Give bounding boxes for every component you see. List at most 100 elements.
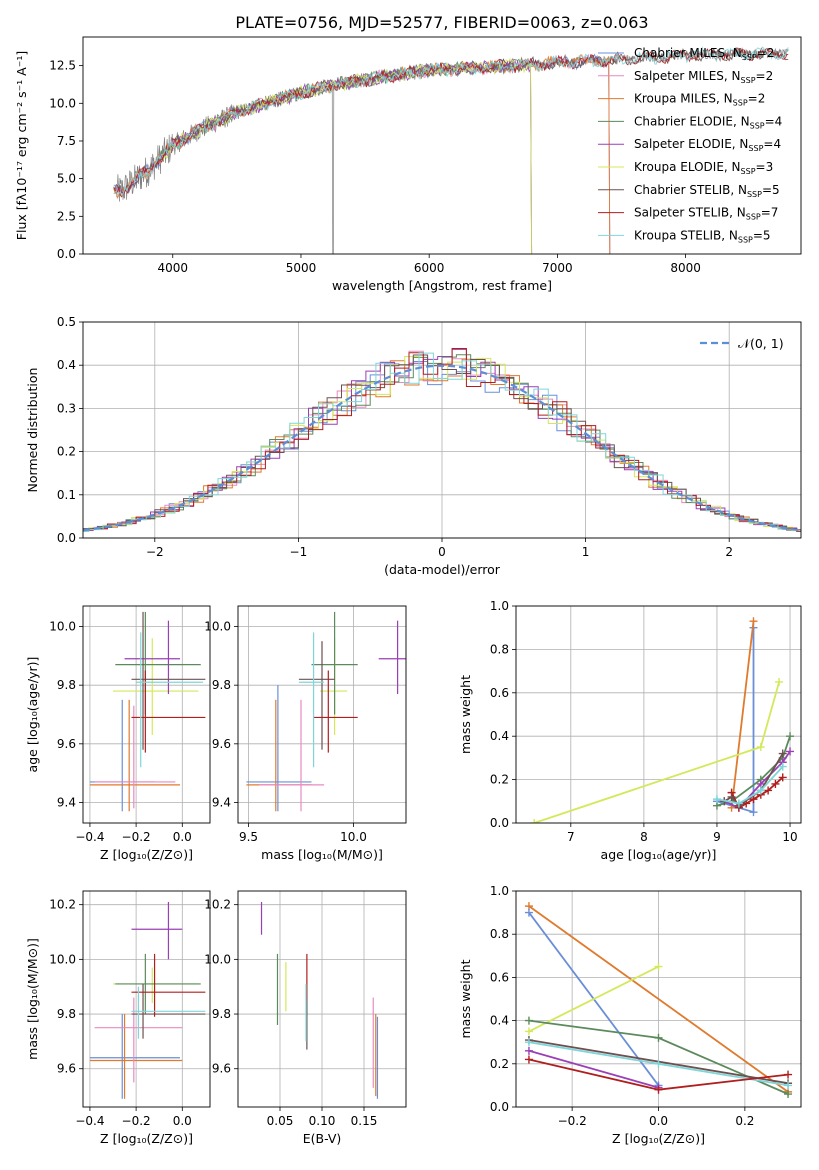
weight-marker [524, 908, 533, 917]
weight-vs-age-frame [515, 605, 802, 824]
residuals-panel: −2 −1 0 1 2 0.0 0.1 0.2 0.3 0.4 0.5 𝒩(0, 1) (data-mo… [25, 315, 802, 577]
y-tick-label: 0.0 [57, 531, 76, 545]
y-tick-label: 0.1 [57, 488, 76, 502]
y-tick-label: 0.4 [490, 729, 509, 743]
weight-marker [654, 1085, 663, 1094]
weight-marker [654, 1059, 663, 1068]
hist-salpeter-miles [83, 350, 801, 532]
y-axis-label: mass [log₁₀(M/M⊙)] [25, 938, 40, 1060]
residuals-frame [82, 321, 802, 539]
age-vs-mass-plot-area [246, 611, 406, 812]
weight-vs-age-plot-area [530, 617, 795, 823]
y-axis-label: age [log₁₀(age/yr)] [25, 657, 40, 773]
y-tick-label: 9.4 [57, 795, 76, 809]
model-line-chabrier-elodie [159, 57, 533, 254]
spectrum-plot-area [113, 46, 789, 254]
y-axis-label: mass weight [458, 959, 473, 1038]
x-tick-label: 1 [582, 545, 590, 559]
hist-salpeter-stelib [83, 348, 801, 532]
weight-marker [786, 732, 795, 741]
mass-vs-Z-panel: −0.4 −0.2 0.0 9.6 9.8 10.0 10.2 Z [log₁₀(Z/Z⊙)]… [25, 890, 211, 1146]
age-vs-Z-plot-area [89, 611, 206, 812]
x-tick-label: 10.0 [340, 830, 367, 844]
y-tick-label: 12.5 [49, 59, 76, 73]
weight-line [528, 965, 659, 1033]
weight-marker [778, 762, 787, 771]
y-tick-label: 9.6 [57, 1062, 76, 1076]
weight-marker [784, 1081, 793, 1090]
point-kroupa-elodie [113, 638, 199, 736]
x-tick-label: 0.0 [649, 1114, 668, 1128]
x-axis-label: Z [log₁₀(Z/Z⊙)] [612, 1131, 705, 1146]
y-tick-label: 7.5 [57, 134, 76, 148]
y-tick-label: 9.6 [212, 737, 231, 751]
weight-marker [524, 1038, 533, 1047]
x-tick-label: −0.4 [75, 830, 104, 844]
age-vs-mass-panel: 9.5 10.0 9.4 9.6 9.8 10.0 mass [log₁₀(M/M⊙)] [204, 605, 407, 862]
model-line-kroupa-elodie [159, 57, 533, 254]
point-salpeter-elodie [131, 901, 183, 960]
model-line-kroupa-miles [113, 54, 611, 254]
point-chabrier-miles [246, 685, 312, 812]
y-tick-label: 9.8 [212, 1007, 231, 1021]
weight-line [528, 905, 789, 1093]
x-axis-label: Z [log₁₀(Z/Z⊙)] [100, 1131, 193, 1146]
point-chabrier-elodie [115, 611, 201, 715]
weight-marker [712, 795, 721, 804]
y-tick-label: 0.2 [57, 445, 76, 459]
y-tick-label: 9.6 [57, 737, 76, 751]
mass-vs-Z-frame [82, 890, 211, 1108]
y-tick-label: 0.3 [57, 401, 76, 415]
x-tick-label: 0.10 [309, 1114, 336, 1128]
y-tick-label: 0.0 [57, 247, 76, 261]
y-tick-label: 0.0 [490, 816, 509, 830]
point-chabrier-stelib [131, 611, 206, 750]
y-tick-label: 9.4 [212, 795, 231, 809]
y-tick-label: 0.8 [490, 642, 509, 656]
weight-series-kroupa-elodie [530, 677, 784, 823]
legend-entry: Salpeter ELODIE, NSSP=4 [634, 137, 781, 153]
y-tick-label: 9.8 [57, 678, 76, 692]
mass-vs-Z-plot-area [89, 901, 206, 1099]
weight-series-salpeter-stelib [524, 1055, 793, 1094]
x-tick-label: 2 [725, 545, 733, 559]
weight-marker [524, 1046, 533, 1055]
point-chabrier-elodie [311, 611, 358, 715]
x-tick-label: −0.2 [558, 1114, 587, 1128]
weight-marker [778, 773, 787, 782]
legend-entry: Salpeter STELIB, NSSP=7 [634, 206, 778, 222]
y-tick-label: 0.4 [57, 358, 76, 372]
y-tick-label: 9.8 [212, 678, 231, 692]
mass-vs-EBV-frame [237, 890, 407, 1108]
x-tick-label: 9 [713, 830, 721, 844]
weight-vs-Z-plot-area [524, 902, 793, 1099]
y-tick-label: 9.8 [57, 1007, 76, 1021]
y-tick-label: 2.5 [57, 209, 76, 223]
y-tick-label: 9.6 [212, 1062, 231, 1076]
y-tick-label: 10.2 [204, 898, 231, 912]
model-line-salpeter-miles [113, 54, 611, 254]
weight-marker [524, 1055, 533, 1064]
point-salpeter-miles [94, 705, 176, 809]
x-tick-label: 4000 [157, 261, 188, 275]
weight-marker [727, 792, 736, 801]
x-tick-label: 6000 [414, 261, 445, 275]
point-kroupa-miles [246, 699, 312, 812]
x-tick-label: −0.2 [122, 1114, 151, 1128]
x-tick-label: 0.0 [173, 1114, 192, 1128]
legend-entry: Kroupa MILES, NSSP=2 [634, 92, 765, 108]
point-chabrier-elodie [115, 953, 201, 1015]
weight-marker [654, 1033, 663, 1042]
spectrum-panel: 4000 5000 6000 7000 8000 0.0 2.5 5.0 7.5 10.0 12.5… [14, 36, 802, 293]
y-tick-label: 5.0 [57, 172, 76, 186]
weight-marker [756, 743, 765, 752]
x-tick-label: 0.05 [267, 1114, 294, 1128]
figure-title: PLATE=0756, MJD=52577, FIBERID=0063, z=0… [235, 13, 648, 32]
y-tick-label: 10.0 [49, 620, 76, 634]
x-tick-label: −0.2 [122, 830, 151, 844]
weight-marker [756, 786, 765, 795]
y-axis-label: Normed distribution [25, 368, 40, 493]
weight-marker [524, 1016, 533, 1025]
age-vs-Z-frame [82, 605, 211, 824]
